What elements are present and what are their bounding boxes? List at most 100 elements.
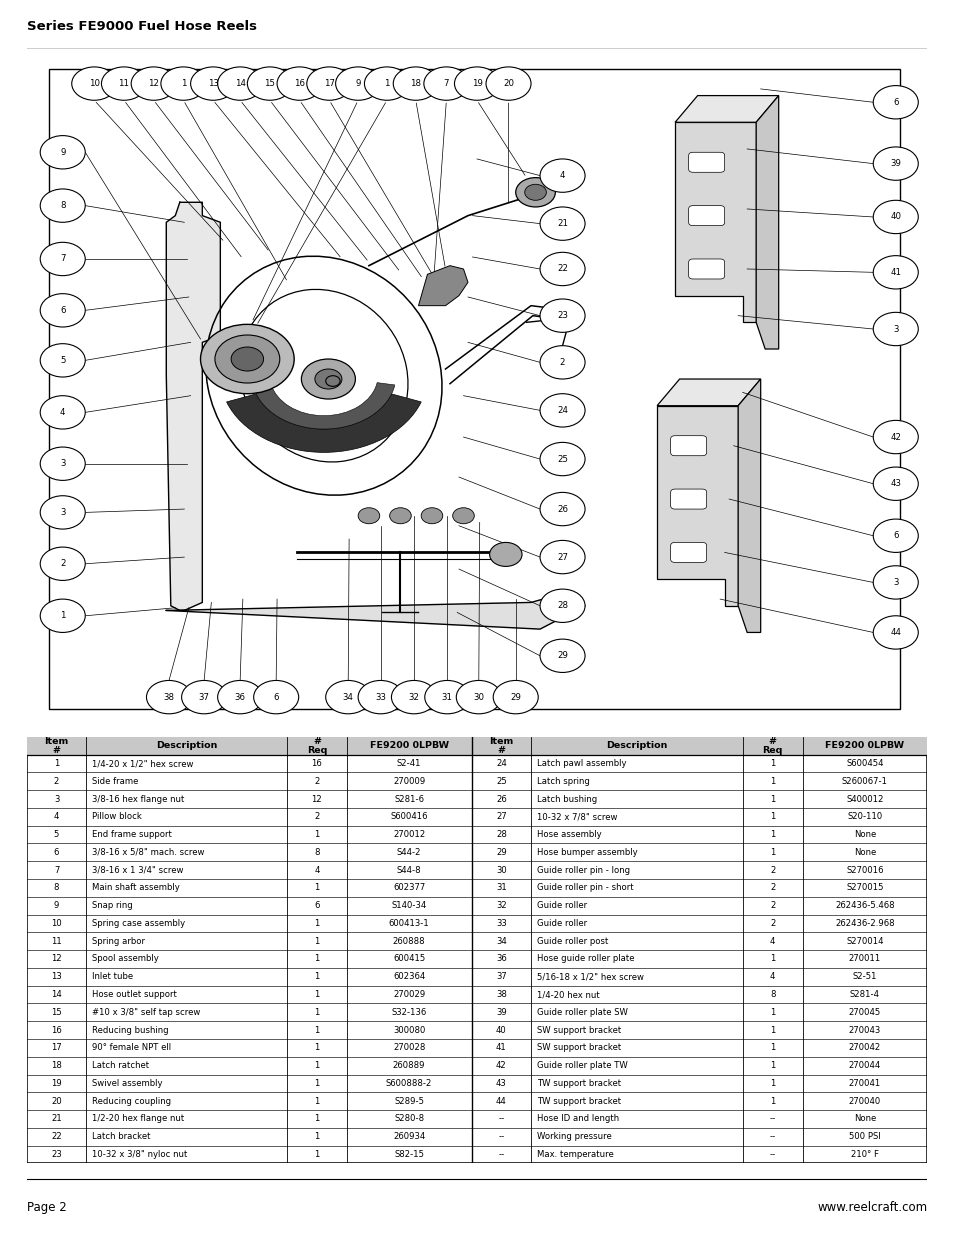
Circle shape bbox=[872, 566, 918, 599]
FancyBboxPatch shape bbox=[688, 259, 724, 279]
Circle shape bbox=[872, 147, 918, 180]
Text: 1: 1 bbox=[769, 830, 775, 839]
Circle shape bbox=[231, 347, 263, 370]
Text: 2: 2 bbox=[314, 813, 319, 821]
Text: 10-32 x 3/8" nyloc nut: 10-32 x 3/8" nyloc nut bbox=[91, 1150, 187, 1158]
Text: 90° female NPT ell: 90° female NPT ell bbox=[91, 1044, 171, 1052]
Text: 270043: 270043 bbox=[848, 1025, 881, 1035]
Circle shape bbox=[453, 508, 474, 524]
Circle shape bbox=[217, 67, 262, 100]
Text: 37: 37 bbox=[198, 693, 210, 701]
Circle shape bbox=[147, 680, 192, 714]
Text: 270009: 270009 bbox=[393, 777, 425, 785]
Text: Latch ratchet: Latch ratchet bbox=[91, 1061, 149, 1070]
Text: 7: 7 bbox=[53, 866, 59, 874]
Circle shape bbox=[424, 680, 469, 714]
Text: 1: 1 bbox=[769, 1008, 775, 1016]
Text: 20: 20 bbox=[502, 79, 514, 88]
Text: 1: 1 bbox=[314, 1132, 319, 1141]
Text: #
Req: # Req bbox=[307, 736, 327, 756]
Text: 24: 24 bbox=[496, 760, 506, 768]
Text: 1: 1 bbox=[314, 1079, 319, 1088]
Circle shape bbox=[181, 680, 227, 714]
Text: 27: 27 bbox=[557, 552, 567, 562]
Text: 9: 9 bbox=[53, 902, 59, 910]
Circle shape bbox=[539, 159, 584, 193]
Text: 8: 8 bbox=[53, 883, 59, 893]
Text: 28: 28 bbox=[496, 830, 506, 839]
Text: 270028: 270028 bbox=[393, 1044, 425, 1052]
Text: TW support bracket: TW support bracket bbox=[537, 1079, 620, 1088]
Text: 17: 17 bbox=[51, 1044, 62, 1052]
Text: 2: 2 bbox=[314, 777, 319, 785]
Text: Side frame: Side frame bbox=[91, 777, 138, 785]
Text: 42: 42 bbox=[889, 432, 901, 442]
Text: 1: 1 bbox=[769, 794, 775, 804]
Text: Snap ring: Snap ring bbox=[91, 902, 132, 910]
FancyBboxPatch shape bbox=[688, 205, 724, 226]
Text: 13: 13 bbox=[51, 972, 62, 982]
Text: 270044: 270044 bbox=[848, 1061, 881, 1070]
Text: 33: 33 bbox=[375, 693, 386, 701]
Circle shape bbox=[357, 680, 403, 714]
Text: 1: 1 bbox=[769, 1097, 775, 1105]
Circle shape bbox=[40, 495, 85, 529]
Text: S270016: S270016 bbox=[845, 866, 882, 874]
Text: 2: 2 bbox=[769, 883, 775, 893]
Text: 13: 13 bbox=[208, 79, 218, 88]
Text: Description: Description bbox=[156, 741, 217, 751]
Text: 44: 44 bbox=[889, 627, 901, 637]
Text: --: -- bbox=[769, 1132, 775, 1141]
Text: 14: 14 bbox=[234, 79, 245, 88]
Circle shape bbox=[40, 136, 85, 169]
Text: 3/8-16 hex flange nut: 3/8-16 hex flange nut bbox=[91, 794, 184, 804]
Text: 2: 2 bbox=[559, 358, 565, 367]
Circle shape bbox=[872, 519, 918, 552]
Text: 2: 2 bbox=[53, 777, 59, 785]
Text: 1: 1 bbox=[769, 1025, 775, 1035]
Text: 43: 43 bbox=[496, 1079, 506, 1088]
Text: 10: 10 bbox=[89, 79, 100, 88]
Circle shape bbox=[524, 184, 546, 200]
Text: 1: 1 bbox=[314, 1114, 319, 1124]
Text: 1/4-20 x 1/2" hex screw: 1/4-20 x 1/2" hex screw bbox=[91, 760, 193, 768]
Text: #
Req: # Req bbox=[761, 736, 782, 756]
Text: 28: 28 bbox=[557, 601, 567, 610]
Text: 500 PSI: 500 PSI bbox=[848, 1132, 880, 1141]
Text: 1: 1 bbox=[314, 972, 319, 982]
Text: 5: 5 bbox=[60, 356, 66, 364]
Text: 8: 8 bbox=[769, 990, 775, 999]
Text: --: -- bbox=[497, 1150, 504, 1158]
Circle shape bbox=[214, 335, 279, 383]
Text: --: -- bbox=[769, 1114, 775, 1124]
Text: 18: 18 bbox=[410, 79, 421, 88]
Text: #10 x 3/8" self tap screw: #10 x 3/8" self tap screw bbox=[91, 1008, 200, 1016]
Text: Working pressure: Working pressure bbox=[537, 1132, 611, 1141]
Text: 3/8-16 x 5/8" mach. screw: 3/8-16 x 5/8" mach. screw bbox=[91, 848, 204, 857]
Text: 262436-5.468: 262436-5.468 bbox=[834, 902, 894, 910]
Text: 1: 1 bbox=[60, 611, 66, 620]
Text: 12: 12 bbox=[312, 794, 322, 804]
Circle shape bbox=[40, 343, 85, 377]
Text: 18: 18 bbox=[51, 1061, 62, 1070]
Text: 260888: 260888 bbox=[393, 936, 425, 946]
Text: 600413-1: 600413-1 bbox=[389, 919, 429, 927]
Text: 6: 6 bbox=[60, 306, 66, 315]
Text: Guide roller pin - short: Guide roller pin - short bbox=[537, 883, 633, 893]
Text: Guide roller plate SW: Guide roller plate SW bbox=[537, 1008, 627, 1016]
Polygon shape bbox=[657, 379, 760, 405]
Circle shape bbox=[253, 680, 298, 714]
Text: 260889: 260889 bbox=[393, 1061, 425, 1070]
Text: 2: 2 bbox=[60, 559, 66, 568]
Text: Latch spring: Latch spring bbox=[537, 777, 589, 785]
Polygon shape bbox=[418, 266, 468, 305]
Text: 270011: 270011 bbox=[848, 955, 881, 963]
Circle shape bbox=[539, 640, 584, 672]
FancyBboxPatch shape bbox=[670, 489, 706, 509]
Text: 1/2-20 hex flange nut: 1/2-20 hex flange nut bbox=[91, 1114, 184, 1124]
Text: None: None bbox=[853, 1114, 875, 1124]
Text: Guide roller plate TW: Guide roller plate TW bbox=[537, 1061, 627, 1070]
Text: Inlet tube: Inlet tube bbox=[91, 972, 132, 982]
Text: 36: 36 bbox=[496, 955, 506, 963]
Text: S600416: S600416 bbox=[390, 813, 428, 821]
